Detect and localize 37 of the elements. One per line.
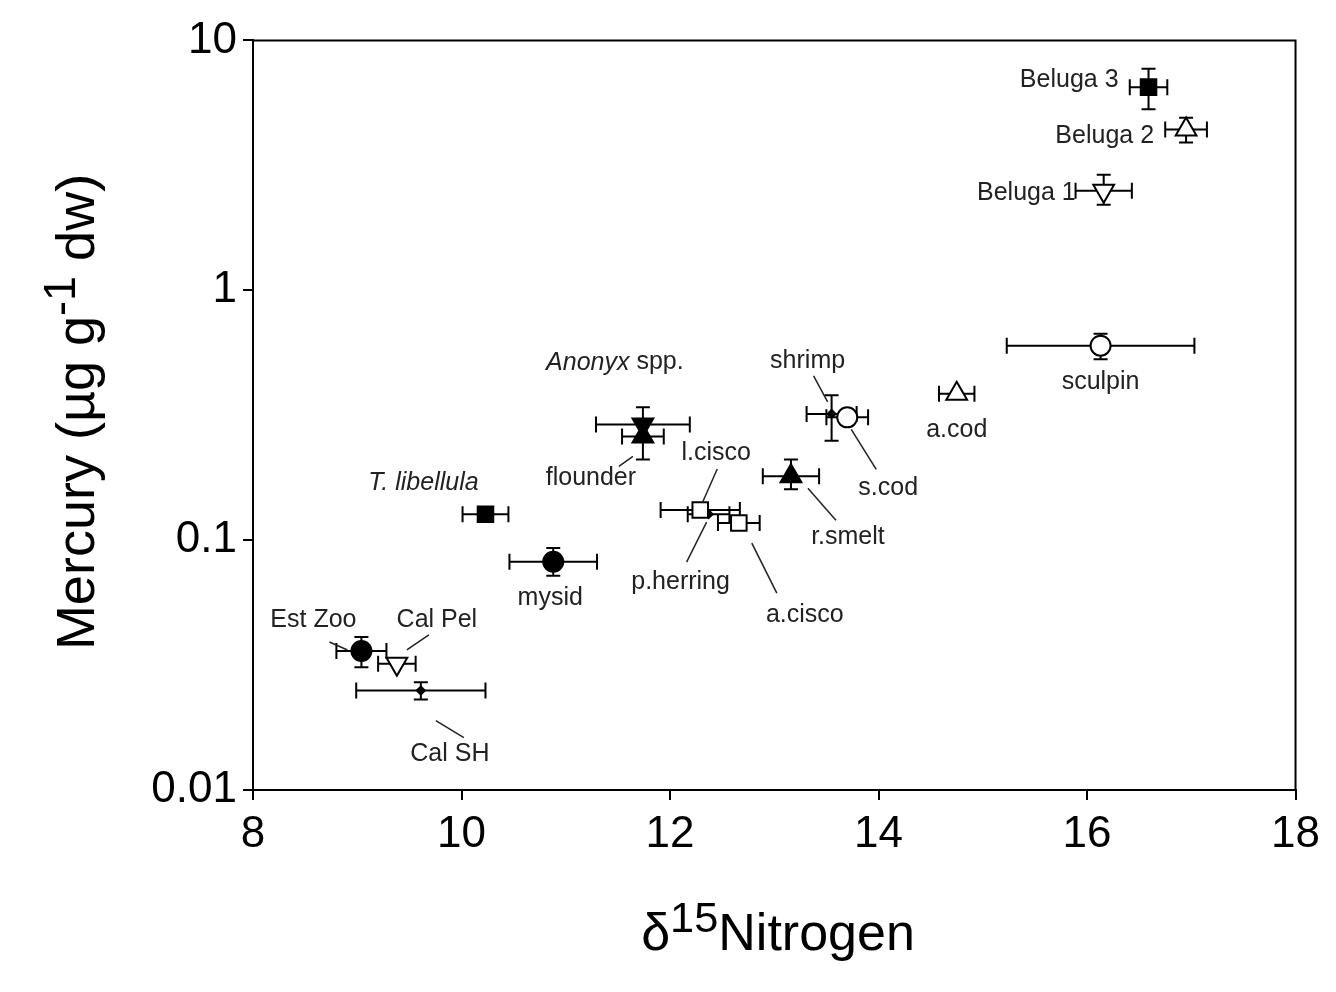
point [350,640,373,662]
y-tick-label: 0.1 [175,512,237,562]
series-label: Beluga 2 [1055,120,1155,149]
x-tick-label: 8 [240,806,266,856]
y-tick-label: 1 [212,262,237,312]
x-tick-label: 18 [1271,806,1321,856]
point [730,514,748,532]
series-label: a.cod [926,413,988,442]
point [476,505,495,523]
y-tick-label: 10 [188,12,237,62]
text: Anonyx spp. [544,346,684,375]
series-label: Beluga 3 [1019,64,1119,93]
series-label: Est Zoo [270,603,357,632]
series-label: T. libellula [368,467,479,496]
x-tick-label: 12 [645,806,695,856]
point [826,408,837,419]
series-label: Cal Pel [396,603,478,632]
series-label: mysid [517,581,583,610]
point [542,550,565,573]
series-label: flounder [545,462,637,491]
series-label: r.smelt [811,521,885,550]
text: a.cisco [765,598,844,627]
series-label: sculpin [1061,365,1140,394]
text: p.herring [631,566,730,595]
y-tick-label: 0.01 [151,762,237,812]
series-label: Cal SH [410,738,490,767]
series-label: shrimp [770,344,846,373]
series-label: s.cod [858,472,919,501]
x-axis-title: δ$^{15}$Nitrogen [640,892,916,962]
point [1139,78,1158,96]
x-tick-label: 10 [437,806,486,856]
series-label: Beluga 1 [977,176,1076,205]
x-tick-label: 16 [1062,806,1112,856]
x-tick-label: 14 [854,806,903,856]
series-label: l.cisco [681,436,751,465]
point [836,406,859,429]
point [691,501,710,519]
